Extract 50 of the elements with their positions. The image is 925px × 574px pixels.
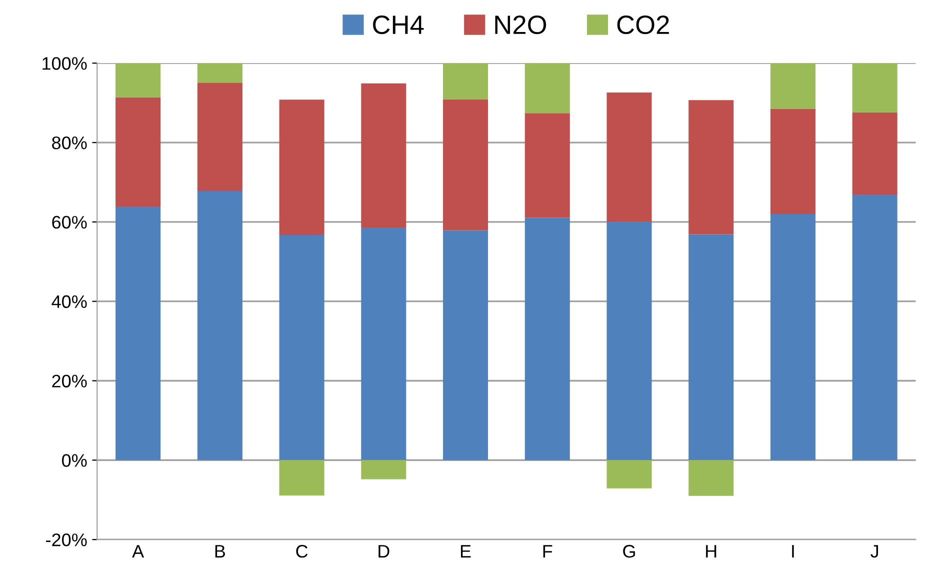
x-tick-label: B xyxy=(215,545,225,558)
bar xyxy=(361,83,406,228)
bar xyxy=(852,63,898,112)
x-tick-label: C xyxy=(296,544,308,558)
bar xyxy=(116,63,161,98)
legend-label: CO2 xyxy=(617,15,669,34)
x-tick-label: D xyxy=(378,545,390,558)
x-tick-label: J xyxy=(870,545,878,558)
bar xyxy=(197,63,242,83)
bar xyxy=(442,230,488,460)
bar xyxy=(361,460,406,480)
x-tick-label: F xyxy=(543,545,552,558)
x-tick-label: I xyxy=(792,545,794,558)
bar xyxy=(852,194,898,460)
bar xyxy=(442,99,488,230)
x-tick-label: G xyxy=(623,544,635,558)
y-tick-label: 20% xyxy=(52,374,87,388)
bar xyxy=(197,82,242,191)
bar xyxy=(361,228,406,460)
legend-label: N2O xyxy=(495,15,546,34)
bar xyxy=(688,234,734,460)
bar xyxy=(279,100,324,236)
bar xyxy=(116,206,161,460)
bar xyxy=(606,460,652,488)
x-tick-label: H xyxy=(706,545,716,558)
x-tick-label: A xyxy=(132,545,144,558)
bar xyxy=(524,63,570,114)
y-tick-label: 80% xyxy=(52,136,87,150)
bar xyxy=(524,113,570,218)
bar xyxy=(606,222,652,460)
bar xyxy=(442,63,488,100)
y-tick-label: 100% xyxy=(42,57,87,70)
x-tick-label: E xyxy=(460,545,471,558)
bar xyxy=(770,108,816,214)
y-tick-label: 40% xyxy=(52,295,87,308)
y-tick-label: 0% xyxy=(62,454,87,467)
legend-label: CH4 xyxy=(373,15,424,34)
bar xyxy=(770,63,816,109)
bar xyxy=(116,97,161,206)
bar xyxy=(606,92,652,222)
bar xyxy=(770,214,816,460)
y-tick-label: -20% xyxy=(46,533,87,546)
bar xyxy=(852,112,898,195)
y-tick-label: 60% xyxy=(52,216,87,229)
bar xyxy=(279,460,324,496)
bar xyxy=(688,460,734,496)
bar xyxy=(524,218,570,460)
bar xyxy=(688,100,734,234)
bar xyxy=(197,190,242,460)
bar xyxy=(279,235,324,460)
